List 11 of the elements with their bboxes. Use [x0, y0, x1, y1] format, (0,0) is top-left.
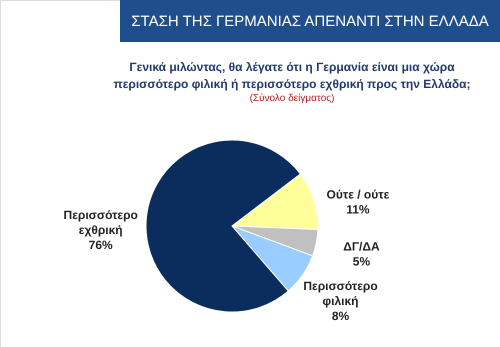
- data-label: 5%: [352, 254, 370, 269]
- slice-label: Περισσότερο φιλική: [303, 279, 378, 308]
- chart-title: ΣΤΑΣΗ ΤΗΣ ΓΕΡΜΑΝΙΑΣ ΑΠΕΝΑΝΤΙ ΣΤΗΝ ΕΛΛΑΔΑ: [131, 13, 489, 30]
- chart-subtitle: Γενικά μιλώντας, θα λέγατε ότι η Γερμανία είναι μια χώρα περισσότερο φιλική ή περισσότερο εχθρική προς την Ελλάδα;: [114, 60, 470, 91]
- text: (Σύνολο δείγματος): [250, 93, 334, 104]
- data-label: 76%: [88, 238, 114, 252]
- data-label: 11%: [346, 202, 370, 216]
- slice-label: Ούτε / ούτε: [326, 187, 390, 202]
- data-label: 8%: [332, 309, 350, 324]
- slice-label: Περισσότερο εχθρική: [64, 208, 138, 238]
- slice-label: ΔΓ/ΔΑ: [343, 240, 380, 254]
